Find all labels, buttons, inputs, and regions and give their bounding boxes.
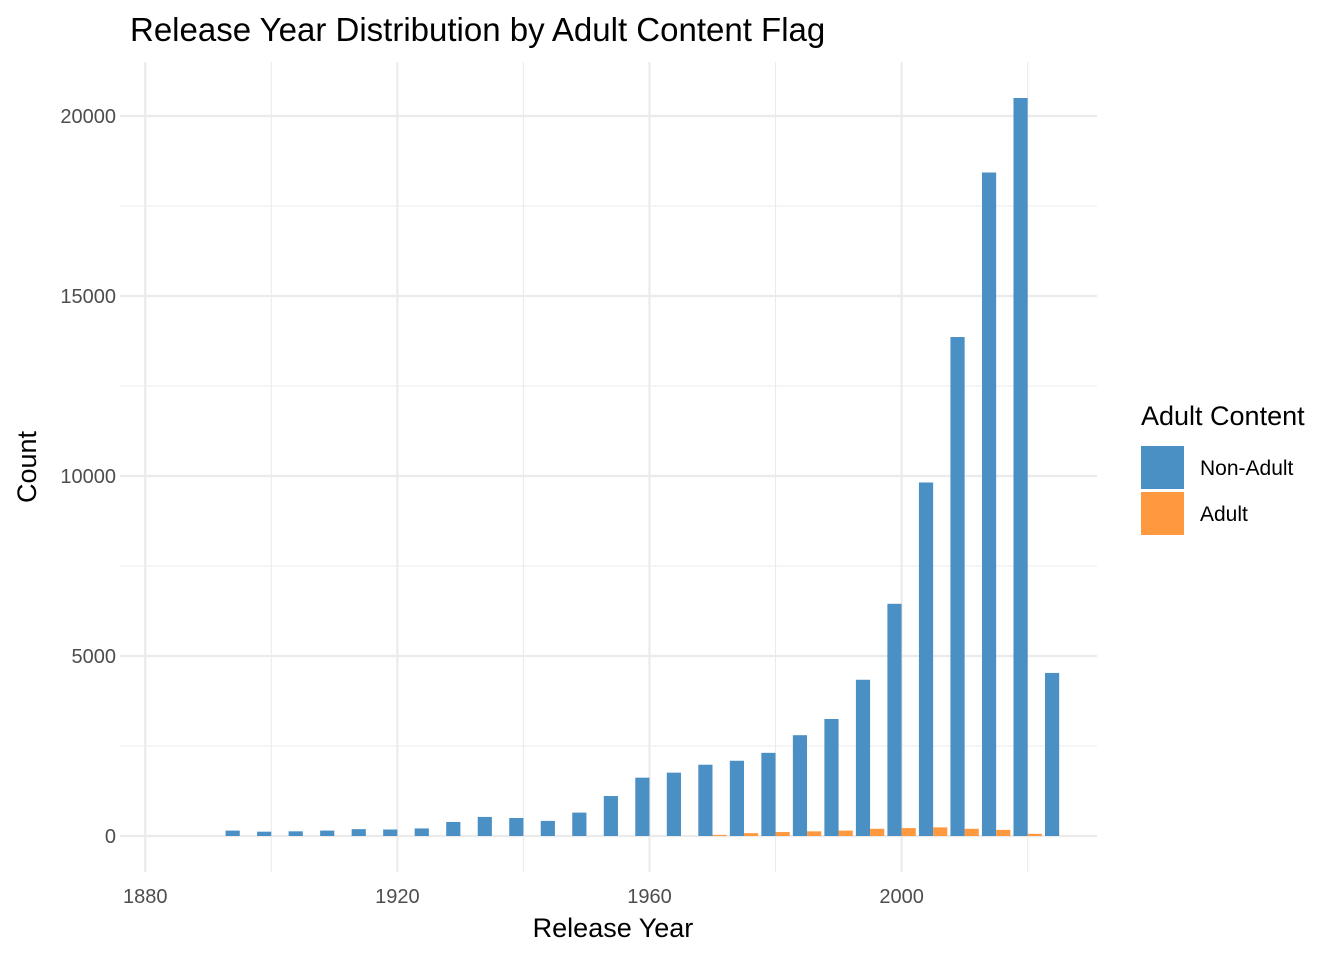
- x-axis-title: Release Year: [533, 913, 694, 943]
- bar-non-adult: [666, 772, 681, 836]
- bars: [225, 98, 1060, 836]
- bar-adult: [901, 828, 916, 836]
- bar-adult: [870, 828, 885, 836]
- bar-non-adult: [414, 828, 429, 836]
- bar-non-adult: [918, 482, 934, 836]
- bar-non-adult: [446, 821, 461, 836]
- y-axis-ticks: 0 5000 10000 15000 20000: [60, 106, 116, 848]
- bar-non-adult: [257, 831, 272, 836]
- bar-adult: [933, 827, 948, 836]
- bar-adult: [775, 832, 790, 836]
- y-tick-label: 0: [105, 826, 116, 848]
- x-tick-label: 1960: [627, 886, 672, 908]
- x-tick-label: 1920: [375, 886, 420, 908]
- y-axis-title: Count: [12, 430, 42, 503]
- legend-label-adult: Adult: [1200, 503, 1248, 526]
- bar-non-adult: [477, 816, 492, 836]
- bar-adult: [744, 833, 759, 836]
- y-tick-label: 15000: [60, 286, 116, 308]
- bar-non-adult: [855, 679, 871, 836]
- bar-non-adult: [351, 829, 366, 836]
- bar-adult: [1027, 833, 1042, 836]
- bar-adult: [807, 831, 822, 836]
- bar-non-adult: [887, 603, 902, 836]
- bar-non-adult: [729, 760, 745, 836]
- bar-non-adult: [320, 830, 335, 836]
- legend-label-non-adult: Non-Adult: [1200, 457, 1294, 480]
- chart-title: Release Year Distribution by Adult Conte…: [130, 11, 825, 48]
- bar-non-adult: [383, 829, 398, 836]
- x-tick-label: 1880: [123, 886, 168, 908]
- x-axis-ticks: 1880 1920 1960 2000: [123, 886, 924, 908]
- y-tick-label: 10000: [60, 466, 116, 488]
- bar-adult: [838, 830, 853, 836]
- legend-swatch-adult: [1141, 492, 1184, 535]
- legend-swatch-non-adult: [1141, 446, 1184, 489]
- bar-non-adult: [950, 337, 965, 836]
- bar-adult: [712, 834, 727, 836]
- bar-non-adult: [288, 831, 303, 836]
- bar-non-adult: [698, 764, 713, 836]
- bar-non-adult: [792, 735, 808, 836]
- bar-non-adult: [824, 719, 839, 836]
- bar-non-adult: [1013, 98, 1028, 836]
- bar-non-adult: [635, 777, 650, 836]
- legend: Adult Content Non-Adult Adult: [1141, 401, 1305, 535]
- bar-adult: [964, 828, 979, 836]
- y-tick-label: 20000: [60, 106, 116, 128]
- bar-non-adult: [509, 818, 524, 836]
- bar-non-adult: [540, 820, 555, 836]
- bar-adult: [996, 829, 1011, 836]
- x-tick-label: 2000: [879, 886, 924, 908]
- y-tick-label: 5000: [72, 646, 117, 668]
- bar-non-adult: [1044, 672, 1060, 836]
- bar-non-adult: [761, 752, 776, 836]
- bar-non-adult: [603, 796, 618, 836]
- legend-title: Adult Content: [1141, 401, 1305, 431]
- bar-non-adult: [572, 812, 587, 836]
- bar-non-adult: [981, 172, 997, 836]
- bar-non-adult: [225, 830, 240, 836]
